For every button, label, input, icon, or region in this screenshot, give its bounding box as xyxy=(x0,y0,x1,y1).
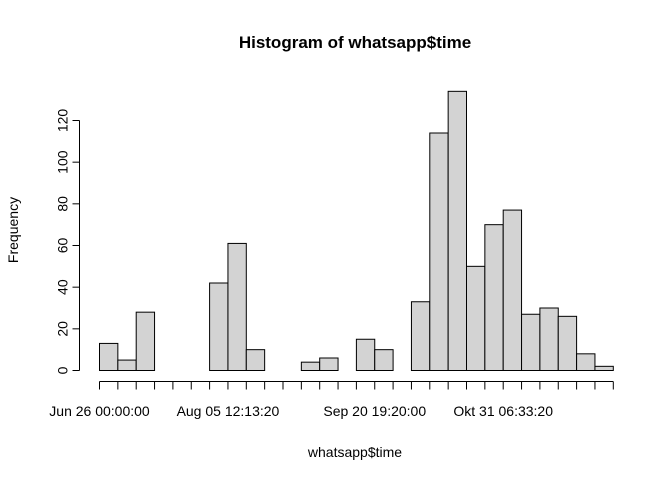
histogram-bar xyxy=(319,357,339,371)
x-tick-label: Aug 05 12:13:20 xyxy=(177,403,280,419)
y-tick-label: 40 xyxy=(55,279,71,295)
histogram-bar xyxy=(502,209,523,371)
histogram-bar xyxy=(539,307,559,371)
histogram-bar xyxy=(374,349,394,372)
y-tick-label: 80 xyxy=(55,196,71,212)
chart-title: Histogram of whatsapp$time xyxy=(239,33,471,52)
x-tick-label: Sep 20 19:20:00 xyxy=(323,403,426,419)
y-axis-label: Frequency xyxy=(5,197,21,263)
x-axis-label: whatsapp$time xyxy=(307,444,402,460)
y-tick-label: 120 xyxy=(55,109,71,133)
histogram-bar xyxy=(410,301,431,371)
histogram-bar xyxy=(466,265,486,371)
histogram-bar xyxy=(99,342,119,372)
histogram-bar xyxy=(576,353,596,371)
histogram-bar xyxy=(227,242,247,371)
histogram-bar xyxy=(557,315,578,371)
histogram-bar xyxy=(117,359,137,371)
x-tick-label: Jun 26 00:00:00 xyxy=(49,403,150,419)
histogram-bar xyxy=(300,361,321,372)
histogram-bar xyxy=(429,132,449,371)
histogram-bars xyxy=(99,90,614,372)
y-tick-label: 100 xyxy=(55,150,71,174)
x-tick-label: Okt 31 06:33:20 xyxy=(453,403,553,419)
y-tick-label: 60 xyxy=(55,238,71,254)
histogram-bar xyxy=(135,311,156,372)
y-tick-label: 20 xyxy=(55,321,71,337)
histogram-bar xyxy=(209,282,229,371)
histogram-bar xyxy=(355,338,376,371)
histogram-bar xyxy=(594,365,614,371)
histogram-bar xyxy=(245,349,266,372)
histogram-bar xyxy=(521,313,541,371)
y-tick-label: 0 xyxy=(55,366,71,374)
y-axis: 0 20 40 60 80 100 120 xyxy=(55,109,80,374)
histogram-bar xyxy=(447,90,467,372)
histogram-bar xyxy=(484,224,504,371)
x-axis: Jun 26 00:00:00 Aug 05 12:13:20 Sep 20 19:… xyxy=(49,381,614,419)
